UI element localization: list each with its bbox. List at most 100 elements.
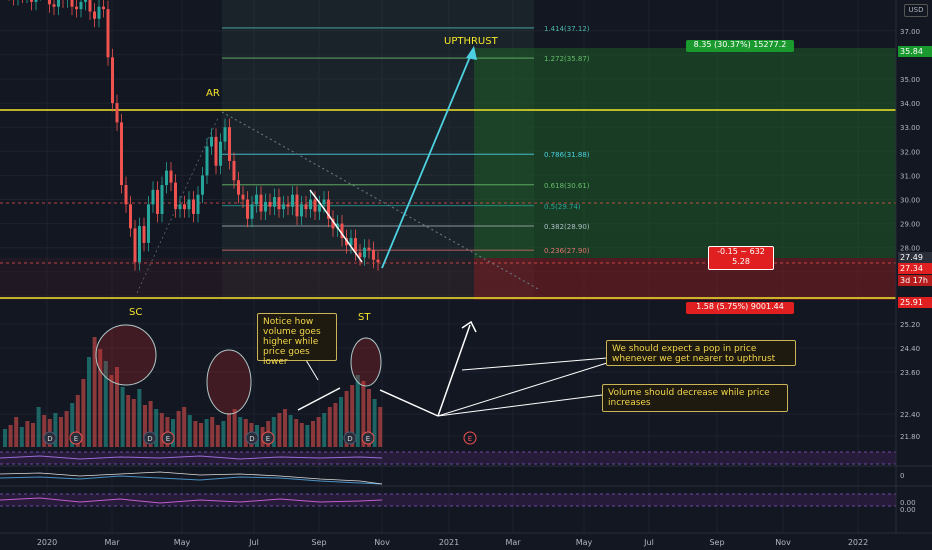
sc-ar-trend-line[interactable] (136, 117, 219, 294)
y-tick-label: 23.60 (900, 369, 920, 377)
volume-bar (115, 367, 119, 447)
volume-bar (154, 409, 159, 447)
volume-down-arrow[interactable] (379, 389, 439, 417)
indicator-panel-1 (0, 452, 896, 464)
candle-body (291, 194, 294, 207)
y-axis[interactable]: 37.00 35.00 34.00 33.00 32.00 31.00 30.00 29.00… (900, 28, 920, 514)
x-tick-label: 2020 (37, 538, 57, 547)
decrease-note[interactable]: Volume should decrease while price incre… (602, 384, 788, 412)
y-tick-label: 24.40 (900, 345, 920, 353)
event-marker-label: E (166, 435, 170, 443)
candle-body (75, 6, 78, 10)
candle-body (102, 6, 105, 10)
candle-body (331, 218, 335, 229)
profit-zone[interactable] (474, 48, 896, 258)
volume-bar (339, 397, 343, 447)
candle-body (183, 204, 186, 210)
sc-volume-ellipse[interactable] (95, 324, 157, 386)
indicator-line-1 (0, 455, 383, 460)
candle-body (88, 0, 92, 12)
candle-body (273, 197, 276, 207)
candle-body (322, 199, 326, 205)
candle-body (187, 199, 191, 210)
st-label: ST (358, 312, 371, 323)
price-candles (8, 0, 380, 271)
volume-bar (131, 399, 136, 447)
fib-level-label: 0.618(30.61) (544, 182, 590, 190)
upthrust-arrow[interactable] (381, 51, 473, 269)
candle-body (376, 259, 380, 263)
volume-bar (171, 419, 175, 447)
sc-label: SC (129, 307, 142, 318)
event-marker[interactable]: E (161, 431, 175, 445)
y-tick-label: 32.00 (900, 148, 920, 156)
volume-bar (227, 413, 231, 447)
candle-body (120, 122, 123, 186)
volume-bar (143, 405, 147, 447)
volume-bar (14, 417, 19, 447)
candle-body (93, 11, 96, 19)
event-marker[interactable]: D (245, 431, 259, 445)
drop-line[interactable] (309, 189, 326, 211)
countdown-tag: 3d 17h (898, 275, 932, 286)
candle-body (57, 0, 60, 7)
candle-body (367, 247, 371, 251)
volume-bar (232, 409, 237, 447)
volume-bar (59, 417, 63, 447)
candle-body (30, 0, 33, 2)
event-marker-label: D (347, 435, 352, 443)
volume-bar (87, 357, 91, 447)
volume-bar (19, 427, 24, 447)
projection-up-arrow[interactable] (437, 324, 471, 417)
event-marker[interactable]: D (43, 431, 57, 445)
candle-body (250, 204, 254, 219)
indicator-tick-label: 0 (900, 472, 904, 480)
volume-bar (327, 407, 332, 447)
fib-levels: 1.414(37.12) 1.272(35.87) 0.786(31.88) 0.61… (222, 25, 590, 255)
volume-bar (378, 407, 383, 447)
volume-note[interactable]: Notice how volume goes higher while pric… (257, 313, 337, 367)
trend-dotted-line[interactable] (221, 111, 541, 291)
event-marker-label: D (147, 435, 152, 443)
volume-bar (8, 425, 13, 447)
candle-body (52, 4, 56, 7)
pop-note[interactable]: We should expect a pop in price whenever… (606, 340, 796, 366)
volume-bar (372, 399, 377, 447)
candle-body (48, 0, 51, 5)
event-marker[interactable]: E (69, 431, 83, 445)
st-volume-ellipse[interactable] (350, 337, 382, 387)
volume-bar (53, 413, 58, 447)
event-marker[interactable]: E (261, 431, 275, 445)
event-marker[interactable]: D (143, 431, 157, 445)
candle-body (210, 136, 213, 147)
volume-bar (126, 395, 131, 447)
candle-body (178, 204, 182, 210)
candle-body (318, 204, 321, 212)
candle-body (345, 238, 348, 246)
candle-body (268, 201, 272, 207)
x-tick-label: Jul (248, 538, 259, 547)
currency-badge[interactable]: USD (904, 4, 928, 17)
candle-body (223, 127, 227, 142)
volume-bar (36, 407, 41, 447)
event-marker[interactable]: D (343, 431, 357, 445)
x-axis[interactable]: 2020 Mar May Jul Sep Nov 2021 Mar May Jul Sep Nov 20… (37, 538, 868, 547)
volume-bar (283, 409, 287, 447)
loss-zone[interactable] (474, 258, 896, 300)
downtrend-line[interactable] (324, 209, 363, 263)
event-marker[interactable]: E (463, 431, 477, 445)
candle-body (124, 185, 128, 205)
volume-bar (221, 421, 226, 447)
upthrust-label: UPTHRUST (444, 36, 499, 47)
ar-volume-ellipse[interactable] (206, 349, 252, 415)
candle-body (286, 204, 290, 207)
candle-body (313, 199, 317, 212)
volume-bar (159, 413, 164, 447)
volume-arrow[interactable] (297, 387, 341, 411)
profit-label: 8.35 (30.37%) 15277.2 (686, 40, 794, 52)
y-tick-label: 30.00 (900, 197, 920, 205)
event-marker[interactable]: E (361, 431, 375, 445)
volume-bar (271, 417, 276, 447)
